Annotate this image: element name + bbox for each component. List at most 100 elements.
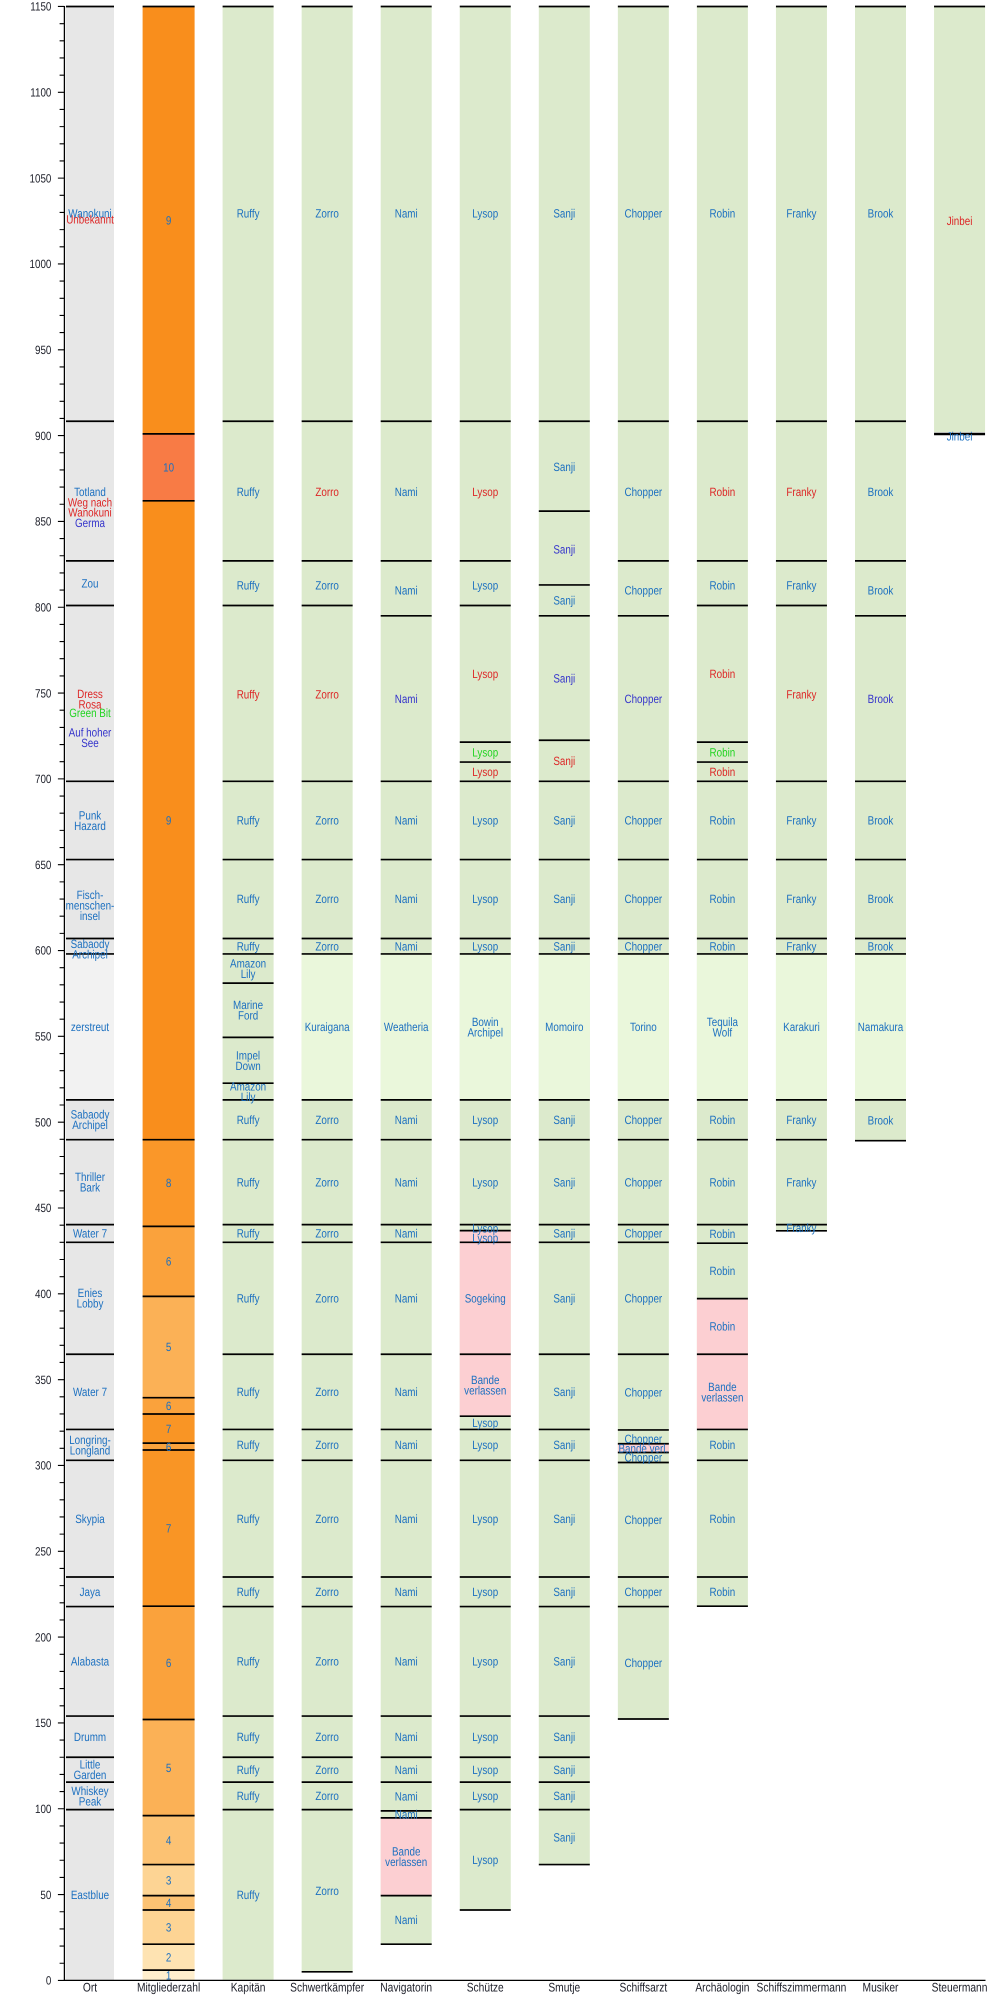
svg-text:Rosa: Rosa — [79, 698, 102, 712]
svg-text:Franky: Franky — [786, 939, 816, 953]
svg-text:Sanji: Sanji — [553, 594, 575, 608]
svg-text:Robin: Robin — [710, 485, 736, 499]
svg-text:Ruffy: Ruffy — [237, 1512, 260, 1526]
svg-text:Chopper: Chopper — [624, 1227, 662, 1241]
svg-text:Ruffy: Ruffy — [237, 1113, 260, 1127]
svg-text:Down: Down — [236, 1059, 261, 1073]
svg-text:Ruffy: Ruffy — [237, 1730, 260, 1744]
svg-text:650: 650 — [35, 858, 52, 872]
svg-text:Robin: Robin — [710, 939, 736, 953]
svg-text:Nami: Nami — [395, 1292, 418, 1306]
svg-text:1050: 1050 — [30, 171, 52, 185]
svg-text:Navigatorin: Navigatorin — [380, 1981, 432, 1995]
svg-text:5: 5 — [166, 1340, 172, 1354]
svg-text:Robin: Robin — [710, 1320, 736, 1334]
svg-text:Ruffy: Ruffy — [237, 578, 260, 592]
svg-text:0: 0 — [46, 1974, 52, 1988]
svg-text:4: 4 — [166, 1896, 172, 1910]
svg-text:Zorro: Zorro — [315, 578, 339, 592]
svg-text:Sanji: Sanji — [553, 671, 575, 685]
svg-text:menschen-: menschen- — [66, 899, 115, 913]
svg-text:300: 300 — [35, 1459, 52, 1473]
svg-text:6: 6 — [166, 1399, 172, 1413]
svg-text:800: 800 — [35, 600, 52, 614]
svg-text:Robin: Robin — [710, 814, 736, 828]
svg-text:Marine: Marine — [233, 998, 263, 1012]
svg-text:Nami: Nami — [395, 584, 418, 598]
svg-text:Wanokuni: Wanokuni — [68, 506, 111, 520]
svg-text:8: 8 — [166, 1176, 172, 1190]
svg-text:Franky: Franky — [786, 207, 816, 221]
svg-text:Sanji: Sanji — [553, 1655, 575, 1669]
svg-text:Robin: Robin — [710, 207, 736, 221]
svg-text:Zorro: Zorro — [315, 1175, 339, 1189]
svg-text:Lysop: Lysop — [472, 1789, 498, 1803]
svg-text:Zorro: Zorro — [315, 1438, 339, 1452]
svg-text:Bark: Bark — [80, 1181, 101, 1195]
svg-text:Eastblue: Eastblue — [71, 1888, 110, 1902]
svg-text:Bowin: Bowin — [472, 1015, 499, 1029]
svg-text:250: 250 — [35, 1544, 52, 1558]
svg-text:150: 150 — [35, 1716, 52, 1730]
svg-text:4: 4 — [166, 1833, 172, 1847]
svg-text:Lysop: Lysop — [472, 1512, 498, 1526]
svg-text:Nami: Nami — [395, 1227, 418, 1241]
svg-text:Nami: Nami — [395, 814, 418, 828]
svg-text:Zorro: Zorro — [315, 1512, 339, 1526]
svg-text:Germa: Germa — [75, 516, 105, 530]
svg-text:Chopper: Chopper — [624, 1292, 662, 1306]
svg-text:Water 7: Water 7 — [73, 1385, 107, 1399]
svg-text:Nami: Nami — [395, 1763, 418, 1777]
svg-text:Karakuri: Karakuri — [783, 1020, 820, 1034]
svg-text:Sanji: Sanji — [553, 1438, 575, 1452]
svg-text:Chopper: Chopper — [624, 207, 662, 221]
svg-text:200: 200 — [35, 1630, 52, 1644]
svg-text:Lobby: Lobby — [77, 1297, 104, 1311]
svg-text:9: 9 — [166, 213, 172, 227]
svg-text:3: 3 — [166, 1873, 172, 1887]
svg-text:Nami: Nami — [395, 207, 418, 221]
svg-text:Chopper: Chopper — [624, 892, 662, 906]
svg-text:Sanji: Sanji — [553, 939, 575, 953]
svg-text:Mitgliederzahl: Mitgliederzahl — [137, 1981, 200, 1995]
svg-text:Longland: Longland — [70, 1443, 111, 1457]
svg-text:Brook: Brook — [868, 892, 895, 906]
svg-text:Zorro: Zorro — [315, 1113, 339, 1127]
svg-text:Wolf: Wolf — [713, 1025, 733, 1039]
svg-text:Robin: Robin — [710, 578, 736, 592]
svg-text:Bande: Bande — [708, 1380, 737, 1394]
svg-text:Lysop: Lysop — [472, 1416, 498, 1430]
svg-text:Zorro: Zorro — [315, 1292, 339, 1306]
svg-text:Lysop: Lysop — [472, 1221, 498, 1235]
svg-text:Ford: Ford — [238, 1009, 258, 1023]
svg-text:Chopper: Chopper — [624, 1175, 662, 1189]
svg-text:Musiker: Musiker — [863, 1981, 899, 1995]
svg-text:Robin: Robin — [710, 892, 736, 906]
svg-text:Robin: Robin — [710, 667, 736, 681]
svg-text:Lysop: Lysop — [472, 1853, 498, 1867]
svg-text:Lysop: Lysop — [472, 814, 498, 828]
svg-text:Zorro: Zorro — [315, 1385, 339, 1399]
svg-text:10: 10 — [163, 461, 174, 475]
svg-text:Ruffy: Ruffy — [237, 485, 260, 499]
svg-text:Nami: Nami — [395, 692, 418, 706]
svg-text:Peak: Peak — [79, 1794, 102, 1808]
svg-text:Sabaody: Sabaody — [71, 937, 110, 951]
svg-text:Archipel: Archipel — [467, 1025, 503, 1039]
svg-text:Jinbei: Jinbei — [947, 429, 973, 443]
svg-text:Nami: Nami — [395, 1808, 418, 1822]
svg-text:Lysop: Lysop — [472, 207, 498, 221]
svg-text:Lysop: Lysop — [472, 892, 498, 906]
svg-text:5: 5 — [166, 1761, 172, 1775]
svg-text:Sanji: Sanji — [553, 1227, 575, 1241]
svg-text:Ruffy: Ruffy — [237, 1292, 260, 1306]
svg-text:1100: 1100 — [30, 86, 51, 100]
svg-text:Ort: Ort — [83, 1981, 98, 1995]
svg-text:Archipel: Archipel — [72, 1118, 108, 1132]
svg-text:Chopper: Chopper — [624, 1432, 662, 1446]
svg-text:6: 6 — [166, 1440, 172, 1454]
svg-text:Skypia: Skypia — [75, 1512, 105, 1526]
svg-text:Green Bit: Green Bit — [69, 706, 111, 720]
svg-text:Nami: Nami — [395, 1512, 418, 1526]
svg-text:Brook: Brook — [868, 692, 895, 706]
